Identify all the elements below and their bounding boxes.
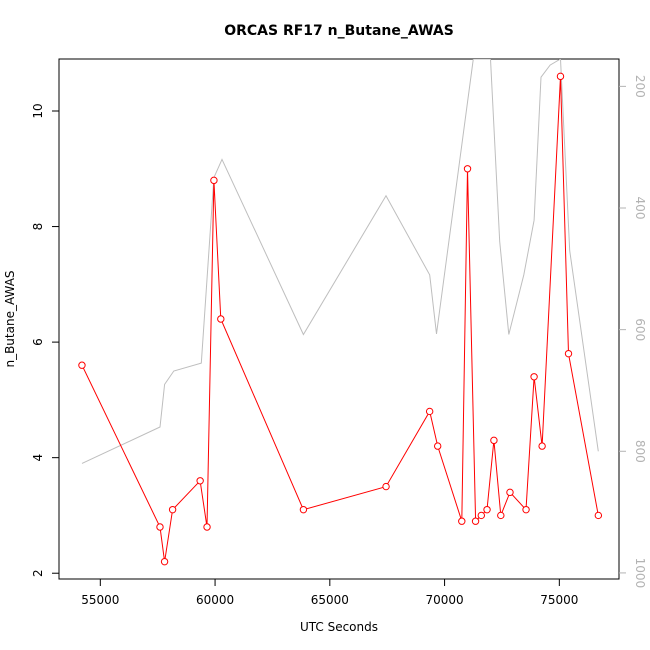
- chart-title: ORCAS RF17 n_Butane_AWAS: [224, 23, 454, 39]
- data-point: [538, 442, 546, 450]
- y2-tick-label: 800: [633, 440, 647, 463]
- series-layer: [78, 59, 603, 566]
- y2-tick-label: 400: [633, 197, 647, 220]
- data-point: [210, 176, 218, 185]
- y-tick-label: 6: [31, 338, 45, 346]
- x-axis: 55000 60000 65000 70000 75000: [81, 579, 578, 607]
- data-point: [530, 373, 538, 381]
- data-point: [168, 505, 177, 514]
- data-point: [477, 511, 485, 520]
- x-tick-label: 70000: [425, 593, 463, 607]
- y-tick-label: 2: [31, 569, 45, 577]
- data-point: [463, 165, 472, 173]
- data-point: [156, 523, 164, 531]
- x-tick-label: 55000: [81, 593, 119, 607]
- data-point: [78, 361, 86, 369]
- y-tick-label: 8: [31, 223, 45, 231]
- y2-tick-label: 1000: [633, 558, 647, 589]
- data-point: [458, 517, 466, 525]
- data-point: [556, 72, 565, 81]
- data-point: [299, 505, 308, 514]
- data-point: [433, 442, 442, 450]
- series-line-right: [81, 59, 599, 464]
- y-tick-label: 10: [31, 103, 45, 118]
- data-point: [196, 477, 204, 485]
- data-point: [425, 407, 434, 416]
- x-axis-label: UTC Seconds: [300, 620, 378, 634]
- data-point: [490, 436, 498, 445]
- x-tick-label: 60000: [196, 593, 234, 607]
- y-axis-label: n_Butane_AWAS: [3, 270, 17, 367]
- plot-frame: [58, 58, 620, 580]
- data-point: [522, 505, 530, 514]
- x-tick-label: 65000: [311, 593, 349, 607]
- y-axis-left: 2 4 6 8 10: [31, 103, 59, 577]
- data-point: [160, 557, 169, 566]
- x-tick-label: 75000: [540, 593, 578, 607]
- y-axis-right: 200 400 600 800 1000: [619, 75, 647, 588]
- data-point: [382, 482, 390, 491]
- data-point: [203, 523, 211, 531]
- series-line-left: [81, 76, 599, 562]
- y2-tick-label: 600: [633, 318, 647, 341]
- data-point: [483, 505, 491, 514]
- data-point: [471, 517, 480, 525]
- y2-tick-label: 200: [633, 75, 647, 98]
- data-point: [506, 488, 514, 497]
- y-tick-label: 4: [31, 454, 45, 462]
- data-point: [497, 511, 505, 520]
- data-point: [217, 315, 225, 323]
- data-point: [564, 349, 573, 358]
- data-point: [594, 511, 603, 520]
